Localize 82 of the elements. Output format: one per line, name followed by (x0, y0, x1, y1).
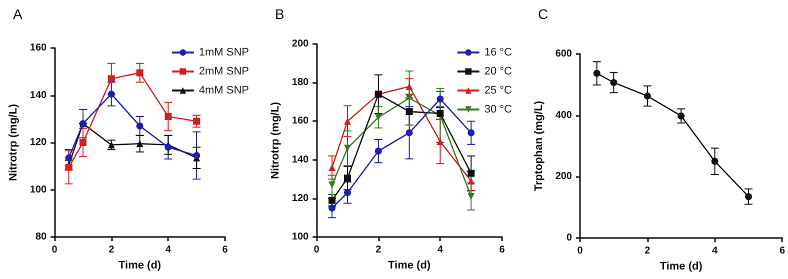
point (136, 140, 144, 148)
x-tick-label: 2 (376, 244, 382, 256)
y-axis-title: Nitrotrp (mg/L) (270, 102, 282, 179)
y-tick-label: 120 (292, 192, 310, 204)
y-tick-label: 200 (555, 171, 572, 182)
point (610, 79, 618, 86)
x-axis-title: Time (d) (118, 259, 162, 272)
y-tick-label: 100 (30, 184, 48, 196)
point (108, 75, 115, 82)
point (374, 114, 382, 121)
x-tick-label: 2 (644, 246, 651, 256)
y-tick-label: 160 (292, 116, 310, 127)
point (344, 189, 351, 196)
point (678, 112, 685, 120)
point (436, 138, 444, 145)
y-tick-label: 100 (292, 232, 310, 242)
legend-label: 20 °C (484, 66, 512, 78)
x-tick-label: 6 (779, 246, 786, 256)
point (711, 158, 718, 165)
point (406, 108, 413, 116)
legend-label: 25 °C (484, 84, 512, 96)
point (328, 164, 336, 172)
y-tick-label: 400 (555, 110, 572, 121)
point (164, 113, 172, 120)
y-tick-label: 200 (292, 38, 310, 50)
point (468, 170, 475, 177)
x-tick-label: 4 (165, 244, 172, 256)
point (406, 82, 413, 90)
y-tick-label: 160 (30, 42, 48, 54)
point (328, 204, 336, 212)
point (468, 192, 475, 200)
y-tick-label: 180 (292, 77, 310, 88)
chart-title: C (538, 6, 548, 22)
x-tick-label: 0 (52, 244, 58, 256)
point (374, 148, 382, 155)
chart-title: A (13, 6, 23, 22)
point (644, 92, 651, 100)
point (406, 94, 413, 102)
legend-label: 2mM SNP (198, 66, 250, 78)
point (65, 154, 72, 162)
x-axis-title: Time (d) (388, 259, 431, 272)
x-tick-label: 4 (712, 246, 718, 256)
point (468, 129, 475, 136)
point (593, 70, 600, 77)
point (344, 144, 351, 152)
point (79, 139, 86, 146)
point (436, 96, 444, 103)
y-axis-title: Trptophan (mg/L) (532, 100, 545, 192)
point (468, 178, 475, 185)
y-tick-label: 80 (35, 232, 48, 242)
point (344, 118, 351, 125)
point (344, 174, 351, 182)
y-tick-label: 120 (30, 137, 48, 148)
point (108, 141, 115, 148)
y-axis-title: Nitrotrp (mg/L) (8, 104, 20, 181)
point (136, 69, 144, 76)
y-tick-label: 140 (292, 154, 310, 166)
y-tick-label: 600 (555, 48, 572, 60)
point (406, 129, 413, 136)
legend-label: 16 °C (484, 46, 512, 58)
chart-title: B (275, 6, 284, 22)
point (108, 90, 115, 98)
point (745, 193, 752, 200)
legend-label: 4mM SNP (198, 84, 250, 96)
point (136, 122, 144, 130)
x-tick-label: 0 (577, 246, 584, 256)
x-tick-label: 0 (314, 244, 320, 256)
y-tick-label: 140 (30, 90, 48, 101)
legend-label: 1mM SNP (198, 46, 250, 58)
x-tick-label: 6 (222, 244, 228, 256)
point (193, 152, 200, 159)
point (328, 196, 336, 204)
point (164, 144, 172, 151)
legend-label: 30 °C (484, 104, 512, 116)
x-tick-label: 2 (108, 244, 115, 256)
x-axis-title: Time (d) (660, 260, 703, 272)
x-tick-label: 6 (499, 244, 506, 256)
x-tick-label: 4 (437, 244, 444, 256)
point (328, 181, 336, 188)
point (193, 118, 200, 125)
point (65, 164, 72, 171)
y-tick-label: 0 (566, 232, 572, 244)
